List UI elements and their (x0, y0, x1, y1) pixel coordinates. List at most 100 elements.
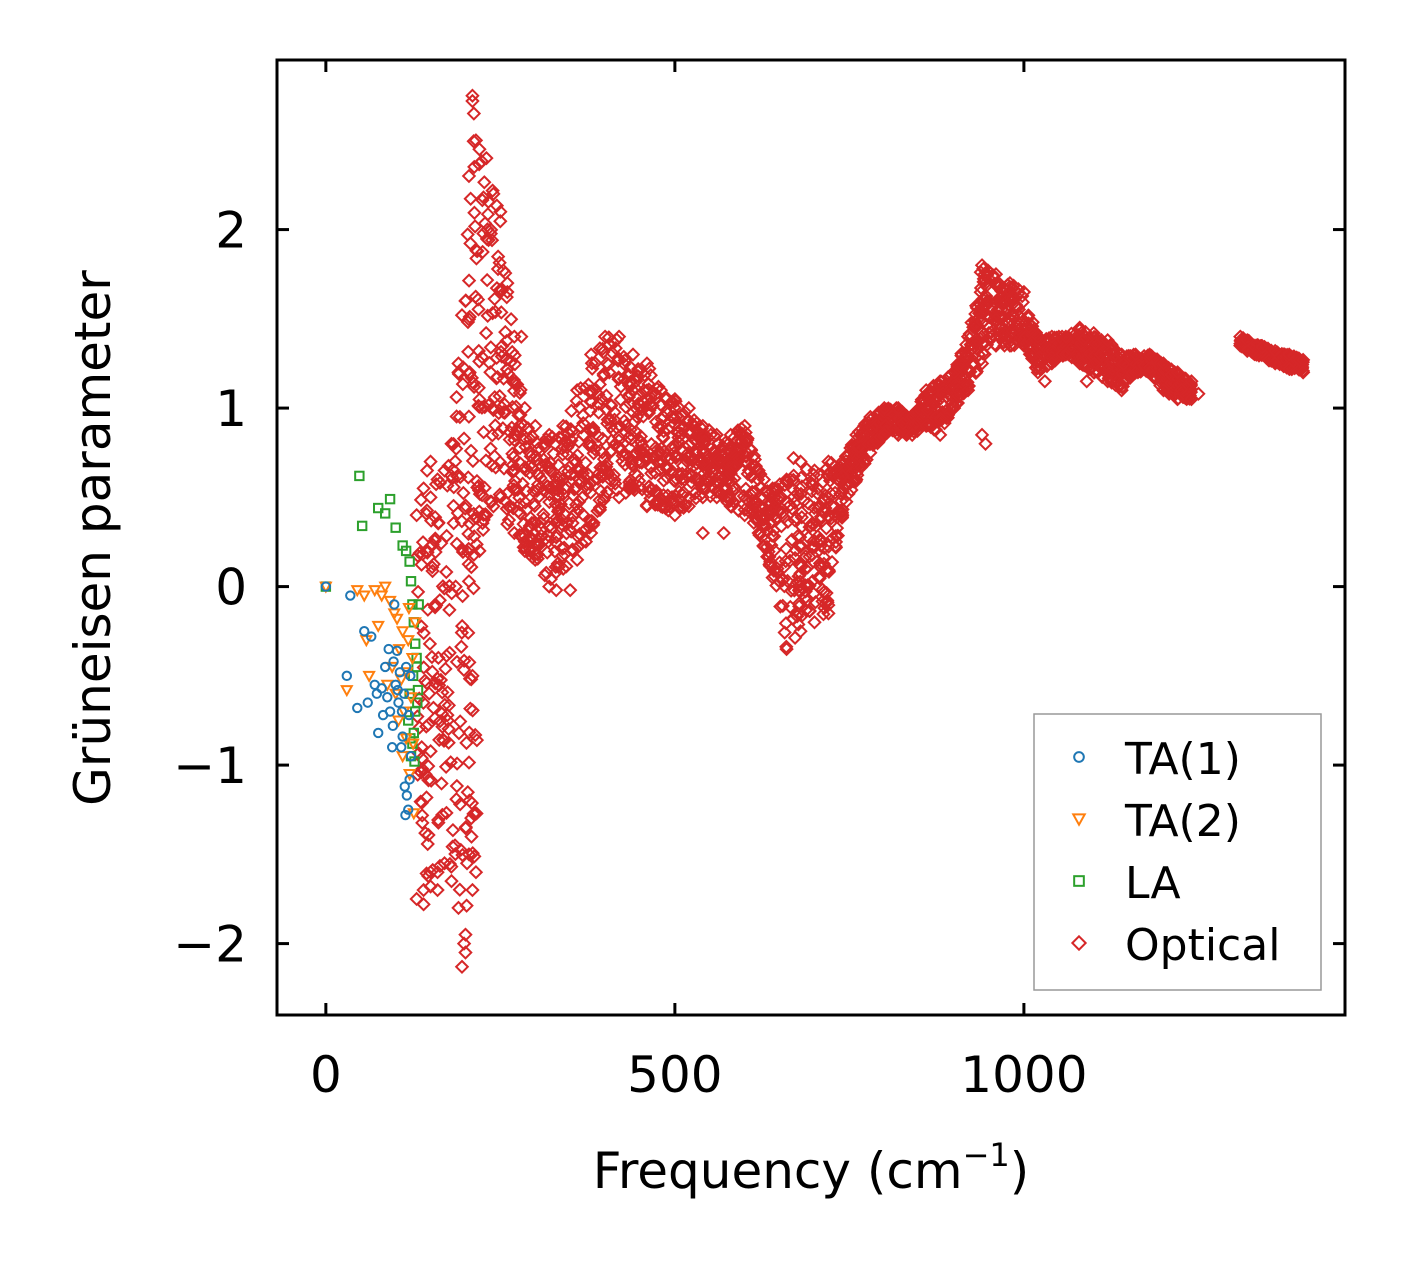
optical-point (811, 467, 826, 482)
optical-point (697, 456, 713, 471)
optical-point (714, 472, 729, 488)
optical-point (597, 490, 613, 505)
la-point (404, 556, 415, 567)
optical-point (616, 356, 632, 372)
optical-point (977, 335, 993, 351)
optical-point (449, 409, 464, 424)
optical-point (932, 427, 948, 443)
optical-point (570, 462, 585, 478)
optical-point (569, 552, 585, 568)
la-point (379, 508, 391, 519)
optical-point (528, 547, 543, 562)
optical-point (464, 810, 479, 826)
optical-point (841, 486, 856, 502)
optical-point (583, 525, 599, 541)
optical-point (849, 427, 864, 443)
optical-point (963, 337, 978, 352)
optical-point (611, 329, 627, 344)
optical-point (505, 446, 520, 461)
optical-point (779, 641, 794, 657)
optical-point (555, 561, 571, 576)
optical-point (439, 805, 454, 821)
optical-point (578, 455, 593, 470)
optical-point (793, 624, 808, 639)
optical-point (933, 411, 948, 426)
optical-point (1240, 343, 1255, 359)
optical-point (452, 409, 468, 425)
optical-point (465, 703, 480, 718)
optical-point (415, 535, 431, 550)
optical-point (821, 454, 836, 469)
optical-point (737, 418, 752, 434)
optical-point (507, 356, 523, 372)
optical-point (496, 371, 511, 386)
optical-point (810, 486, 825, 501)
optical-point (695, 490, 711, 505)
optical-point (523, 510, 538, 526)
optical-point (790, 528, 805, 544)
ta1-point (371, 688, 383, 699)
optical-point (485, 428, 500, 443)
optical-point (802, 603, 818, 619)
optical-point (786, 468, 801, 483)
optical-point (686, 451, 701, 466)
optical-point (414, 739, 429, 755)
optical-point (1295, 365, 1311, 380)
optical-point (593, 391, 609, 407)
optical-point (756, 472, 772, 487)
ta2-point (408, 617, 422, 630)
optical-point (565, 515, 580, 531)
optical-point (606, 467, 622, 483)
optical-point (754, 512, 770, 528)
optical-point (1170, 365, 1185, 380)
y-tick-label: −2 (173, 916, 247, 974)
ta1-point (392, 684, 403, 696)
optical-point (946, 365, 962, 380)
optical-point (560, 446, 575, 462)
optical-point (994, 302, 1009, 318)
optical-point (458, 945, 473, 960)
la-point (410, 638, 421, 649)
optical-point (465, 453, 481, 469)
optical-point (644, 436, 659, 452)
optical-point (556, 487, 571, 502)
optical-point (697, 434, 712, 449)
optical-point (1254, 340, 1270, 355)
optical-point (596, 366, 611, 382)
optical-point (459, 898, 474, 913)
optical-point (474, 154, 489, 169)
optical-point (726, 460, 742, 475)
optical-point (974, 258, 990, 273)
optical-point (864, 420, 880, 435)
x-tick-label: 1000 (960, 1046, 1087, 1104)
optical-point (963, 364, 978, 379)
ta2-point (402, 769, 417, 782)
ta1-point (405, 670, 416, 682)
optical-point (419, 503, 435, 518)
optical-point (422, 636, 438, 652)
optical-point (1267, 356, 1283, 371)
ta1-point (377, 709, 389, 721)
optical-point (559, 526, 574, 541)
optical-point (591, 396, 606, 411)
x-tick-label: 500 (627, 1046, 722, 1104)
legend-marker-ta1 (1073, 751, 1085, 763)
optical-point (641, 376, 656, 392)
optical-point (434, 776, 449, 791)
optical-point (592, 500, 608, 515)
optical-point (681, 499, 697, 514)
optical-point (768, 494, 783, 510)
optical-point (531, 441, 546, 456)
optical-point (483, 340, 499, 355)
optical-point (824, 498, 839, 513)
optical-point (716, 525, 731, 541)
optical-point (1086, 365, 1101, 380)
optical-point (416, 481, 431, 496)
optical-point (1101, 359, 1116, 374)
legend-label-la: LA (1125, 858, 1181, 909)
optical-point (471, 343, 487, 359)
optical-point (471, 157, 487, 172)
optical-point (835, 454, 850, 469)
optical-point (501, 499, 517, 515)
optical-point (695, 525, 711, 541)
